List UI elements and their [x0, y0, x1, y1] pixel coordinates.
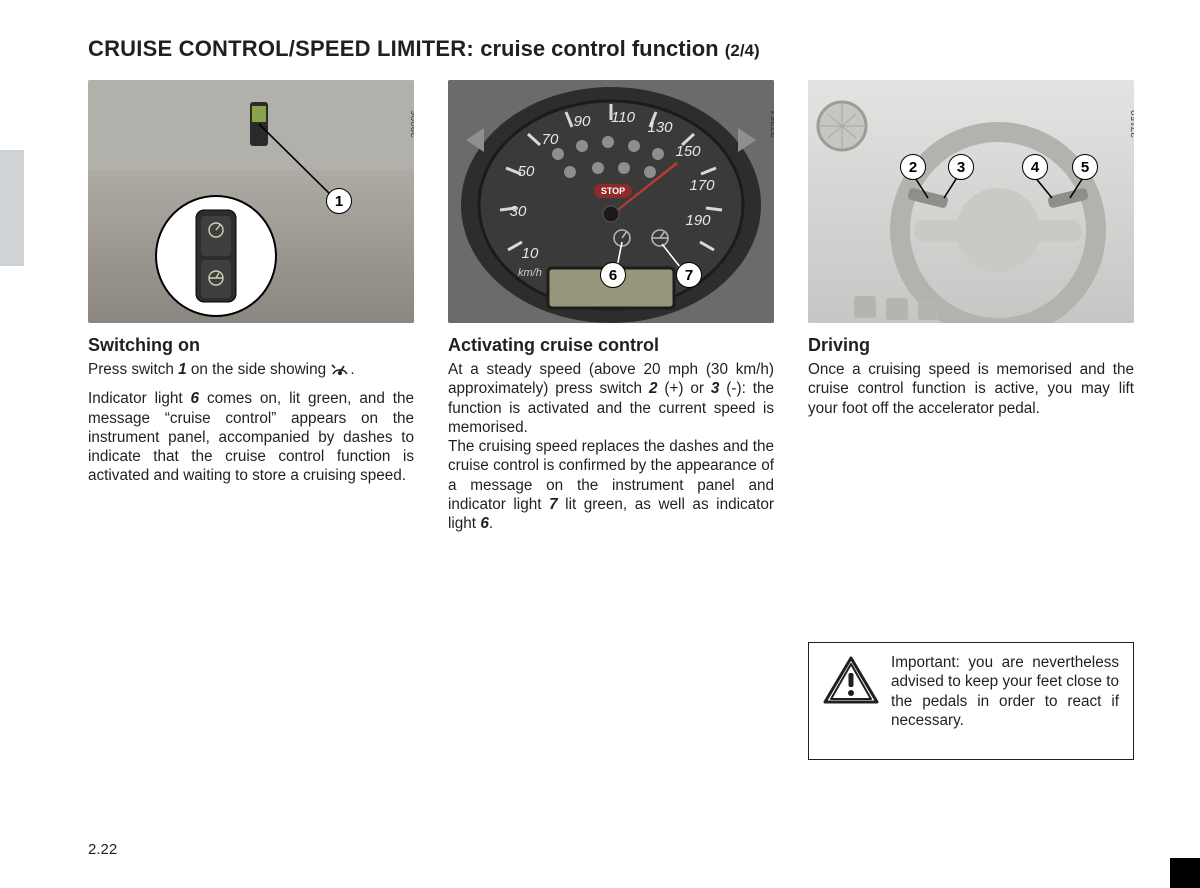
svg-text:STOP: STOP: [601, 186, 625, 196]
callout-3: 3: [948, 154, 974, 180]
figure-wheel: 27150: [808, 80, 1134, 323]
content-columns: 38096: [88, 80, 1140, 760]
callout-1: 1: [326, 188, 352, 214]
para-switching-on-1: Press switch 1 on the side showing .: [88, 360, 414, 379]
svg-text:190: 190: [685, 212, 711, 229]
warning-text: Important: you are nevertheless advised …: [891, 654, 1119, 729]
image-code: 27150: [1130, 110, 1134, 138]
figure-switch: 38096: [88, 80, 414, 323]
svg-text:km/h: km/h: [518, 267, 542, 279]
svg-text:130: 130: [647, 119, 673, 136]
callout-4: 4: [1022, 154, 1048, 180]
figure-gauge: 27354: [448, 80, 774, 323]
column-switching-on: 38096: [88, 80, 414, 760]
column-activating: 27354: [448, 80, 774, 760]
callout-2: 2: [900, 154, 926, 180]
svg-text:70: 70: [542, 131, 559, 148]
callout-6: 6: [600, 262, 626, 288]
heading-activating: Activating cruise control: [448, 335, 774, 356]
svg-text:90: 90: [574, 113, 591, 130]
para-switching-on-2: Indicator light 6 comes on, lit green, a…: [88, 389, 414, 485]
svg-text:30: 30: [510, 203, 527, 220]
para-activating-2: The cruising speed replaces the dashes a…: [448, 437, 774, 533]
warning-icon: [823, 655, 879, 710]
steering-wheel-illustration: [808, 80, 1134, 323]
warning-box: Important: you are nevertheless advised …: [808, 642, 1134, 760]
heading-switching-on: Switching on: [88, 335, 414, 356]
heading-driving: Driving: [808, 335, 1134, 356]
para-activating-1: At a steady speed (above 20 mph (30 km/h…: [448, 360, 774, 437]
svg-text:110: 110: [611, 109, 636, 126]
image-code: 27354: [770, 110, 774, 138]
page-title: CRUISE CONTROL/SPEED LIMITER: cruise con…: [88, 36, 1140, 62]
cruise-icon: [330, 361, 350, 378]
image-code: 38096: [410, 110, 414, 138]
page-tab: [0, 150, 24, 266]
svg-text:150: 150: [675, 143, 701, 160]
svg-text:170: 170: [689, 177, 715, 194]
page-number: 2.22: [88, 841, 117, 858]
callout-7: 7: [676, 262, 702, 288]
column-driving: 27150: [808, 80, 1134, 760]
para-driving: Once a cruising speed is memorised and t…: [808, 360, 1134, 418]
title-sub: cruise control function: [480, 36, 724, 61]
svg-text:50: 50: [518, 163, 535, 180]
corner-mark: [1170, 858, 1200, 888]
switch-illustration: [88, 80, 414, 323]
title-idx: (2/4): [725, 41, 760, 60]
page: CRUISE CONTROL/SPEED LIMITER: cruise con…: [0, 0, 1200, 760]
callout-5: 5: [1072, 154, 1098, 180]
title-main: CRUISE CONTROL/SPEED LIMITER:: [88, 36, 480, 61]
svg-text:10: 10: [522, 245, 539, 262]
